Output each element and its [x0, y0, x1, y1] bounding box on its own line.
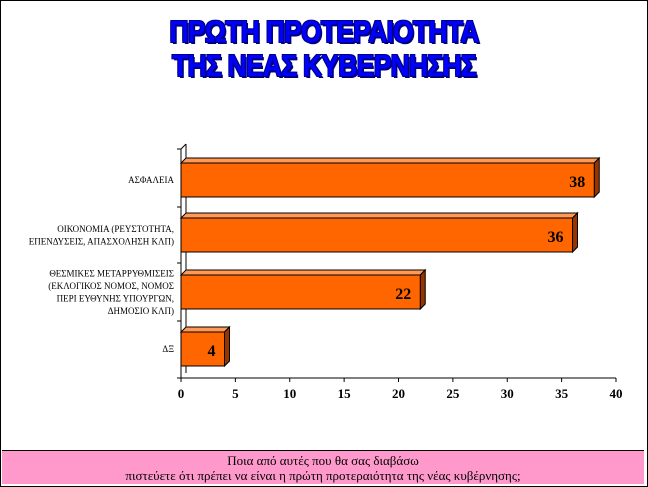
category-label: ΟΙΚΟΝΟΜΙΑ (ΡΕΥΣΤΟΤΗΤΑ, ΕΠΕΝΔΥΣΕΙΣ, ΑΠΑΣΧΟ…: [29, 224, 174, 247]
y-axis-depth-line: [180, 143, 187, 150]
x-tick-label: 35: [555, 386, 569, 401]
bar: [180, 217, 573, 253]
x-tick-label: 15: [338, 386, 352, 401]
bar-side-face: [593, 156, 600, 199]
x-tick-label: 0: [178, 386, 185, 401]
bar: [180, 331, 225, 367]
question-footer: Ποια από αυτές που θα σας διαβάσω πιστεύ…: [2, 450, 644, 484]
bar-top-face: [179, 157, 601, 164]
x-tick-label: 40: [610, 386, 623, 401]
bar-value-label: 4: [208, 343, 216, 360]
bar: [180, 274, 421, 310]
question-line-1: Ποια από αυτές που θα σας διαβάσω: [227, 453, 419, 468]
bar-value-label: 36: [548, 229, 564, 246]
bar-top-face: [179, 212, 579, 219]
slide-title: ΠΡΩΤΗ ΠΡΟΤΕΡΑΙΟΤΗΤΑ ΤΗΣ ΝΕΑΣ ΚΥΒΕΡΝΗΣΗΣ: [46, 15, 602, 83]
bar-chart: 38 36 22 4 ΑΣΦΑΛΕΙΑ ΟΙΚΟΝΟΜΙΑ (ΡΕΥΣΤΟΤΗΤΑ, ΕΠ…: [29, 143, 623, 401]
x-tick-label: 20: [392, 386, 405, 401]
bar-top-face: [179, 326, 231, 333]
question-line-2: πιστεύετε ότι πρέπει να είναι η πρώτη πρ…: [125, 468, 521, 483]
category-label: ΔΞ: [162, 344, 174, 354]
x-tick-label: 5: [232, 386, 239, 401]
x-tick-label: 25: [446, 386, 460, 401]
x-tick-label: 10: [283, 386, 296, 401]
title-line-1: ΠΡΩΤΗ ΠΡΟΤΕΡΑΙΟΤΗΤΑ: [169, 14, 479, 49]
x-tick-labels: 0 5 10 15 20 25 30 35 40: [178, 386, 623, 401]
bar-side-face: [572, 211, 578, 254]
title-line-2: ΤΗΣ ΝΕΑΣ ΚΥΒΕΡΝΗΣΗΣ: [172, 48, 477, 83]
x-tick-label: 30: [501, 386, 514, 401]
bar-value-label: 38: [569, 174, 585, 191]
category-label: ΘΕΣΜΙΚΕΣ ΜΕΤΑΡΡΥΘΜΙΣΕΙΣ (ΕΚΛΟΓΙΚΟΣ ΝΟΜΟΣ,…: [48, 268, 174, 316]
bar: [180, 162, 595, 198]
bar-top-face: [179, 269, 427, 276]
category-label: ΑΣΦΑΛΕΙΑ: [128, 175, 174, 185]
bar-side-face: [419, 268, 426, 311]
category-labels: ΑΣΦΑΛΕΙΑ ΟΙΚΟΝΟΜΙΑ (ΡΕΥΣΤΟΤΗΤΑ, ΕΠΕΝΔΥΣΕΙΣ…: [29, 175, 175, 354]
chart-bars: 38 36 22 4: [179, 156, 601, 368]
bar-value-label: 22: [395, 286, 411, 303]
bar-side-face: [224, 325, 230, 368]
